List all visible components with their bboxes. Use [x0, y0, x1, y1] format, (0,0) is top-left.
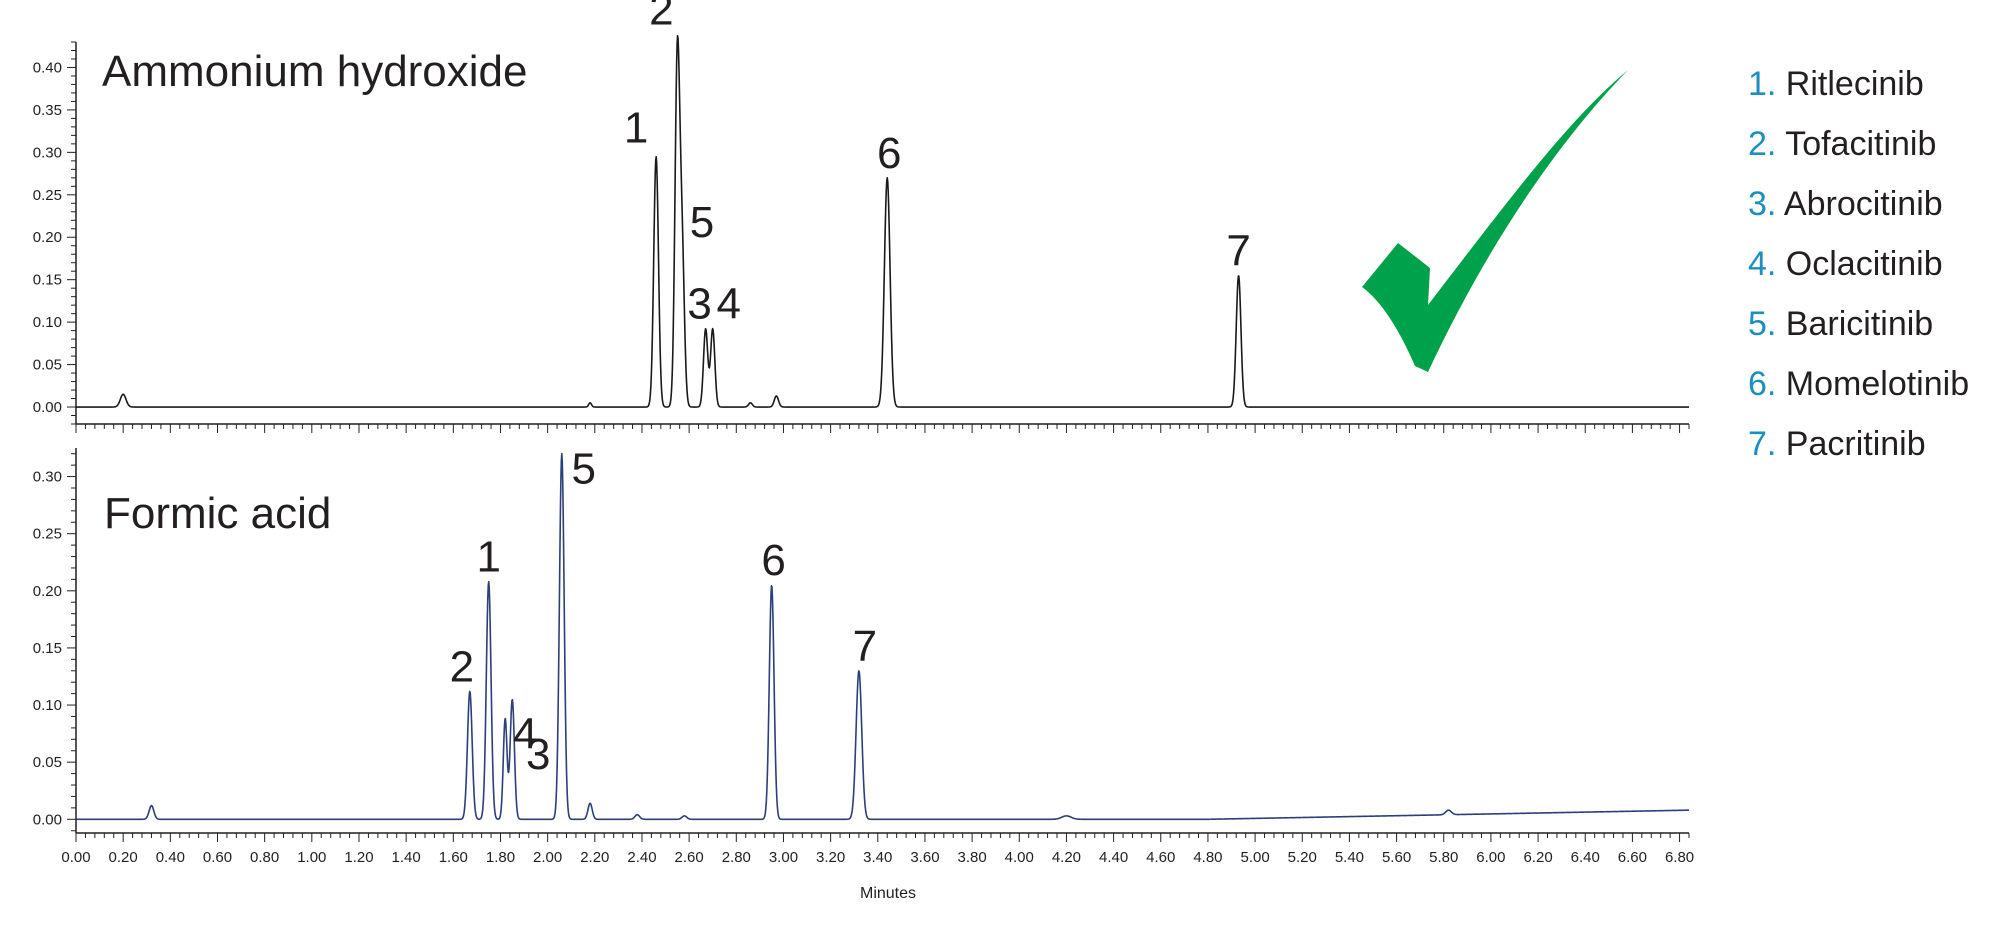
panel-title: Ammonium hydroxide — [102, 47, 528, 96]
peak-label-5: 5 — [572, 445, 596, 494]
peak-label-5: 5 — [690, 198, 714, 247]
chromatogram-trace — [75, 452, 1690, 821]
x-tick-label: 6.40 — [1571, 849, 1600, 866]
x-tick-label: 5.20 — [1288, 849, 1317, 866]
x-tick-label: 5.40 — [1335, 849, 1364, 866]
x-tick-label: 1.40 — [392, 849, 421, 866]
checkmark-icon — [1362, 70, 1628, 372]
x-tick-label: 2.80 — [722, 849, 751, 866]
y-tick-label: 0.25 — [33, 526, 62, 543]
x-tick-label: 0.40 — [156, 849, 185, 866]
compound-legend: 1. Ritlecinib 2. Tofacitinib 3. Abrocitini… — [1748, 58, 1969, 478]
y-tick-label: 0.20 — [33, 229, 62, 246]
x-tick-label: 6.80 — [1665, 849, 1694, 866]
legend-item: 7. Pacritinib — [1748, 418, 1969, 478]
x-tick-label: 1.00 — [297, 849, 326, 866]
x-tick-label: 2.00 — [533, 849, 562, 866]
peak-label-7: 7 — [853, 622, 877, 671]
x-tick-label: 5.80 — [1429, 849, 1458, 866]
legend-compound-name: Abrocitinib — [1776, 185, 1943, 223]
x-tick-label: 4.80 — [1193, 849, 1222, 866]
legend-number: 7. — [1748, 425, 1777, 463]
legend-number: 5. — [1748, 305, 1777, 343]
legend-compound-name: Tofacitinib — [1776, 125, 1937, 163]
x-tick-label: 0.80 — [250, 849, 279, 866]
y-tick-label: 0.05 — [33, 357, 62, 374]
peak-label-6: 6 — [761, 536, 785, 585]
x-tick-label: 1.80 — [486, 849, 515, 866]
y-tick-label: 0.20 — [33, 583, 62, 600]
legend-number: 4. — [1748, 245, 1777, 283]
y-tick-label: 0.10 — [33, 314, 62, 331]
x-tick-label: 3.40 — [863, 849, 892, 866]
y-tick-label: 0.15 — [33, 640, 62, 657]
y-tick-label: 0.40 — [33, 59, 62, 76]
legend-number: 1. — [1748, 65, 1777, 103]
legend-number: 2. — [1748, 125, 1777, 163]
y-tick-label: 0.30 — [33, 469, 62, 486]
x-tick-label: 4.60 — [1146, 849, 1175, 866]
peak-label-1: 1 — [476, 533, 500, 582]
peak-label-3: 3 — [526, 730, 550, 779]
peak-label-7: 7 — [1226, 226, 1250, 275]
x-tick-label: 5.00 — [1240, 849, 1269, 866]
x-tick-label: 1.60 — [439, 849, 468, 866]
x-tick-label: 4.20 — [1052, 849, 1081, 866]
x-tick-label: 5.60 — [1382, 849, 1411, 866]
legend-number: 3. — [1748, 185, 1777, 223]
legend-item: 1. Ritlecinib — [1748, 58, 1969, 118]
peak-label-2: 2 — [649, 0, 673, 34]
y-tick-label: 0.30 — [33, 144, 62, 161]
y-tick-label: 0.00 — [33, 399, 62, 416]
legend-compound-name: Pacritinib — [1776, 425, 1926, 463]
legend-compound-name: Momelotinib — [1776, 365, 1970, 403]
legend-item: 6. Momelotinib — [1748, 358, 1969, 418]
legend-item: 5. Baricitinib — [1748, 298, 1969, 358]
x-tick-label: 6.20 — [1523, 849, 1552, 866]
x-tick-label: 2.40 — [627, 849, 656, 866]
panel-title: Formic acid — [104, 489, 331, 538]
legend-item: 4. Oclacitinib — [1748, 238, 1969, 298]
legend-item: 3. Abrocitinib — [1748, 178, 1969, 238]
y-tick-label: 0.00 — [33, 811, 62, 828]
peak-label-1: 1 — [624, 104, 648, 153]
peak-label-3: 3 — [687, 280, 711, 329]
x-tick-label: 4.40 — [1099, 849, 1128, 866]
x-tick-label: 6.60 — [1618, 849, 1647, 866]
y-tick-label: 0.35 — [33, 102, 62, 119]
panel-ammonium-hydroxide: 0.00 0.05 0.10 0.15 0.20 0.25 0.30 0.35 0.40 Ammo… — [33, 0, 1690, 433]
x-tick-label: 4.00 — [1005, 849, 1034, 866]
panel-formic-acid: 0.00 0.05 0.10 0.15 0.20 0.25 0.30 0.00 0.20 0.40… — [33, 445, 1694, 866]
x-axis-title: Minutes — [860, 885, 916, 902]
y-tick-label: 0.25 — [33, 187, 62, 204]
peak-label-4: 4 — [513, 709, 537, 758]
x-tick-label: 3.20 — [816, 849, 845, 866]
legend-number: 6. — [1748, 365, 1777, 403]
x-tick-label: 6.00 — [1476, 849, 1505, 866]
legend-item: 2. Tofacitinib — [1748, 118, 1969, 178]
chromatogram-trace — [75, 34, 1690, 408]
x-tick-label: 2.20 — [580, 849, 609, 866]
peak-label-4: 4 — [716, 280, 740, 329]
legend-compound-name: Oclacitinib — [1776, 245, 1943, 283]
x-tick-label: 0.00 — [61, 849, 90, 866]
peak-label-2: 2 — [450, 642, 474, 691]
x-tick-label: 1.20 — [344, 849, 373, 866]
x-tick-label: 2.60 — [675, 849, 704, 866]
x-tick-label: 3.60 — [910, 849, 939, 866]
y-tick-label: 0.10 — [33, 697, 62, 714]
peak-label-6: 6 — [877, 129, 901, 178]
x-tick-label: 3.80 — [958, 849, 987, 866]
legend-compound-name: Ritlecinib — [1776, 65, 1924, 103]
legend-compound-name: Baricitinib — [1776, 305, 1934, 343]
y-tick-label: 0.05 — [33, 754, 62, 771]
x-tick-label: 3.00 — [769, 849, 798, 866]
y-tick-label: 0.15 — [33, 272, 62, 289]
x-tick-label: 0.60 — [203, 849, 232, 866]
x-tick-label: 0.20 — [109, 849, 138, 866]
